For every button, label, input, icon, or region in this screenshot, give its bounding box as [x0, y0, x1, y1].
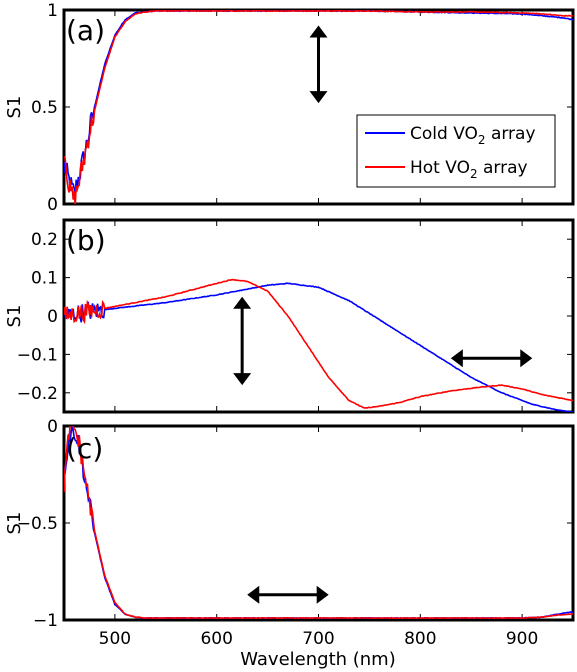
panel-label: (a): [66, 14, 105, 47]
y-tick-label: −0.2: [17, 384, 58, 404]
double-arrow-icon: [309, 25, 328, 104]
ytick-group: −1 −0.5 0: [17, 417, 573, 631]
panel-label: (b): [66, 224, 106, 257]
series-group: [64, 278, 573, 412]
double-arrow-icon: [247, 585, 329, 604]
arrow-group: [309, 25, 328, 104]
y-axis-title: S1: [4, 512, 25, 535]
y-axis-title: S1: [4, 96, 25, 119]
y-tick-label: −1: [33, 611, 58, 631]
y-axis-title: S1: [4, 305, 25, 328]
panel-label: (c): [66, 432, 103, 465]
legend: Cold VO2 array Hot VO2 array: [356, 114, 556, 188]
panel-a: 00.51 (a) S1 Cold VO2 array Hot VO2 arra…: [4, 1, 575, 215]
arrow-group: [233, 296, 533, 386]
y-tick-label: 0.1: [31, 269, 58, 289]
xtick-marks: [114, 426, 523, 620]
series-line-hot: [64, 426, 573, 620]
x-tick-label: 900: [506, 629, 538, 649]
legend-box: [356, 114, 556, 188]
ytick-group: 00.51: [31, 1, 573, 215]
x-axis-title: Wavelength (nm): [240, 649, 396, 670]
ytick-group: −0.2 −0.1 0 0.1 0.2: [17, 230, 573, 404]
series-line-hot: [64, 278, 573, 409]
y-tick-label: 0.2: [31, 230, 58, 250]
x-tick-label: 600: [200, 629, 232, 649]
x-tick-label: 800: [404, 629, 436, 649]
y-tick-label: 0: [47, 307, 58, 327]
panel-c: −1 −0.5 0 (c) S1 500 600 700 800 900 Wavelengt…: [4, 417, 575, 670]
legend-label-cold: Cold VO2 array: [410, 124, 536, 147]
xtick-marks: [114, 10, 523, 204]
series-line-hot: [64, 10, 573, 204]
double-arrow-icon: [233, 296, 252, 386]
y-tick-label: −0.1: [17, 345, 58, 365]
legend-label-hot: Hot VO2 array: [410, 158, 528, 181]
plot-frame: [62, 218, 575, 414]
xtick-label-group: 500 600 700 800 900: [99, 629, 539, 649]
y-tick-label: 0.5: [31, 98, 58, 118]
y-tick-label: 0: [47, 195, 58, 215]
y-tick-label: 0: [47, 417, 58, 437]
x-tick-label: 700: [302, 629, 334, 649]
xtick-marks: [114, 220, 523, 412]
y-tick-label: 1: [47, 1, 58, 21]
arrow-group: [247, 585, 329, 604]
series-group: [64, 426, 573, 620]
series-group: [64, 10, 573, 204]
panel-b: −0.2 −0.1 0 0.1 0.2 (b) S1: [4, 218, 575, 414]
double-arrow-icon: [450, 349, 533, 368]
x-tick-label: 500: [99, 629, 131, 649]
y-tick-label: −0.5: [17, 514, 58, 534]
